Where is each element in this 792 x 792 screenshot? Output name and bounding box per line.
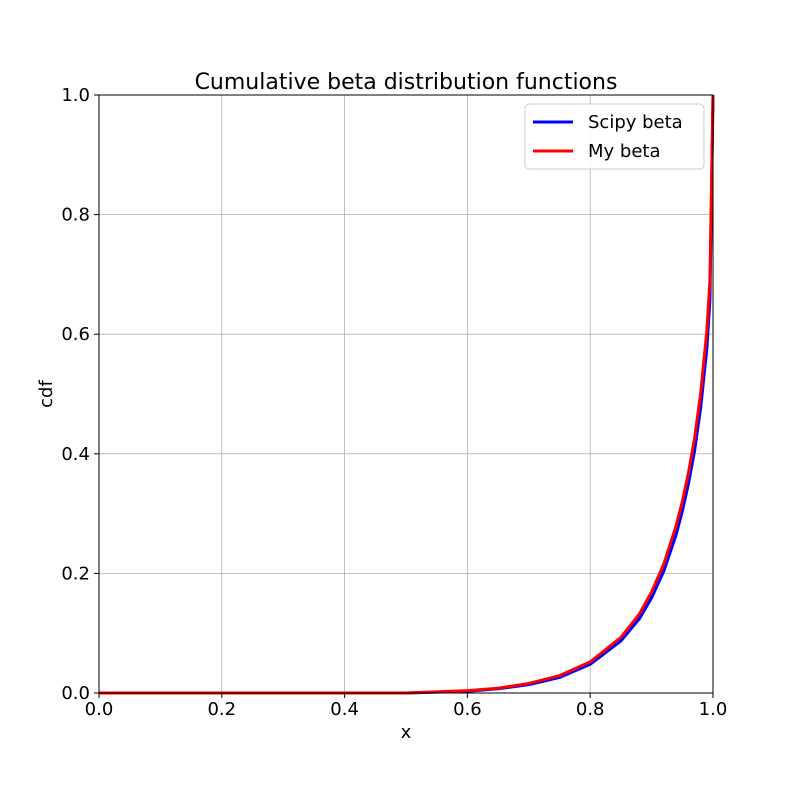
axis-ticks: 0.0 0.2 0.4 0.6 0.8 1.0 0.0 0.2 0.4 0.6 0.8 1.0: [61, 85, 727, 720]
chart-title: Cumulative beta distribution functions: [195, 70, 618, 95]
y-tick-label: 0.0: [61, 683, 90, 704]
legend: Scipy beta My beta: [524, 103, 705, 170]
legend-label: Scipy beta: [588, 112, 683, 133]
y-tick-label: 0.6: [61, 324, 90, 345]
x-tick-label: 0.6: [453, 699, 482, 720]
legend-label: My beta: [588, 141, 661, 162]
x-tick-label: 0.8: [576, 699, 605, 720]
x-tick-label: 0.4: [330, 699, 359, 720]
y-tick-label: 0.2: [61, 563, 90, 584]
x-tick-label: 1.0: [699, 699, 728, 720]
x-axis-label: x: [401, 722, 412, 743]
y-tick-label: 0.4: [61, 444, 90, 465]
series-lines: [99, 94, 715, 695]
y-tick-label: 1.0: [61, 85, 90, 106]
plot-frame: [98, 94, 714, 694]
grid: [98, 94, 714, 694]
series-line-my-beta: [99, 94, 715, 695]
x-tick-label: 0.2: [207, 699, 236, 720]
y-tick-label: 0.8: [61, 205, 90, 226]
legend-box: [524, 103, 705, 170]
y-axis-label: cdf: [36, 380, 57, 408]
x-tick-label: 0.0: [85, 699, 114, 720]
